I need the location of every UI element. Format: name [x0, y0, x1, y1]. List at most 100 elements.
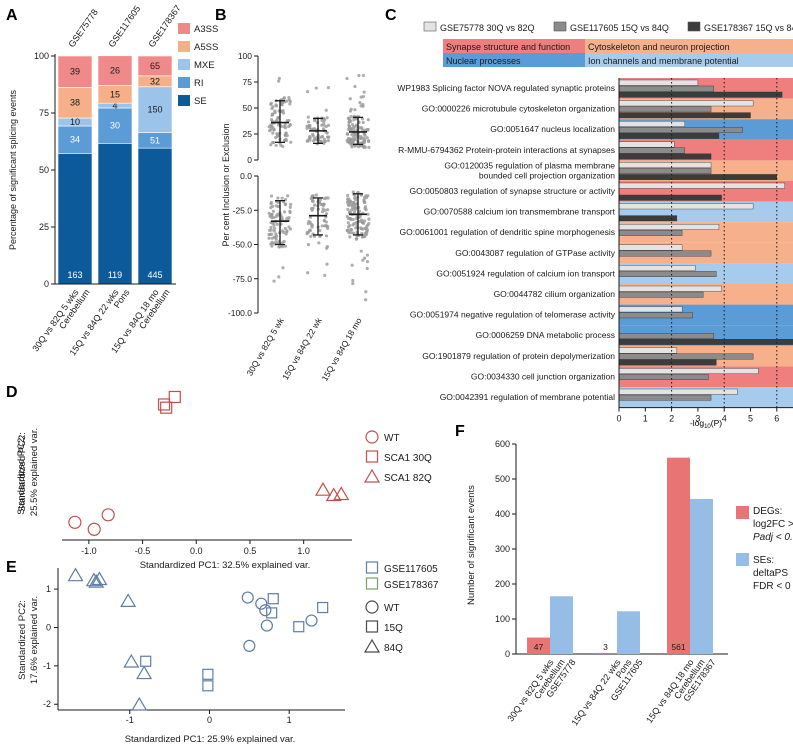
sca1-82q-point [325, 487, 342, 502]
term-bar [618, 106, 712, 113]
y-tick-label: 500 [495, 474, 510, 484]
inclusion-point [356, 145, 361, 149]
inclusion-point [305, 139, 310, 143]
exclusion-point [358, 219, 362, 223]
y-tick-label: -100.0 [228, 308, 252, 318]
term-bar [618, 244, 683, 251]
inclusion-point [363, 128, 367, 132]
bar-segment-a5ss [57, 87, 93, 119]
inclusion-point [366, 127, 370, 132]
term-bar [618, 132, 720, 139]
exclusion-point [364, 298, 368, 302]
term-bar [618, 285, 722, 292]
exclusion-point [275, 222, 279, 226]
y-axis-title: Standardized PC2: [16, 435, 27, 515]
exclusion-point [272, 223, 276, 227]
inclusion-point [325, 131, 329, 135]
inclusion-point [275, 134, 280, 138]
exclusion-point [310, 208, 314, 212]
y-tick-label: 50 [39, 165, 49, 175]
inclusion-point [281, 100, 285, 104]
exclusion-point [282, 230, 286, 235]
exclusion-point [272, 216, 276, 220]
panel-c-label: C [385, 7, 397, 24]
term-bar [618, 374, 709, 380]
legend-swatch [178, 23, 190, 34]
exclusion-point [272, 226, 277, 230]
panel-b-dot-plot: 0 25 50 75 100 0.0 -25.0 -50.0 -75.0 -100.0 Per ce… [221, 51, 371, 383]
x-axis-title-part: (P) [711, 418, 723, 428]
exclusion-point [274, 234, 279, 238]
legend-swatch [178, 77, 190, 88]
exclusion-point [310, 223, 314, 227]
wt-point [243, 639, 256, 653]
exclusion-point [354, 237, 359, 241]
panel-e-label: E [6, 559, 17, 576]
wt-point [305, 614, 318, 627]
category-legend-label: Cytoskeleton and neuron projection [588, 42, 730, 52]
sca1-30q-point [157, 398, 171, 411]
x-axis-title-part: -log [690, 418, 704, 428]
inclusion-point [358, 101, 362, 105]
legend-swatch [687, 21, 701, 32]
wt-point [241, 591, 254, 604]
term-bar [618, 394, 712, 401]
term-bar [618, 333, 714, 339]
inclusion-point [267, 125, 271, 129]
data-label: 10 [70, 117, 80, 127]
inclusion-point [367, 145, 371, 149]
legend-label: RI [194, 78, 204, 89]
bar-segment-se [97, 143, 133, 285]
y-tick-label: 25 [39, 222, 49, 232]
exclusion-point [351, 190, 355, 194]
exclusion-point [353, 194, 357, 198]
legend-label: WT [384, 433, 400, 444]
ses-bar [690, 498, 713, 654]
legend-label: WT [384, 603, 400, 614]
inclusion-point [345, 76, 349, 81]
exclusion-point [323, 273, 327, 278]
exclusion-point [313, 203, 317, 207]
inclusion-point [362, 138, 366, 143]
inclusion-point [269, 101, 273, 105]
legend-label: GSE117605 15Q vs 84Q [570, 23, 669, 33]
exclusion-point [311, 199, 315, 203]
exclusion-point [326, 226, 330, 230]
q15-point [317, 601, 329, 614]
inclusion-point [274, 143, 278, 148]
inclusion-point [274, 104, 278, 108]
legend-label: deltaPS [753, 568, 788, 579]
inclusion-point [353, 137, 357, 141]
term-bar [618, 388, 738, 395]
legend-label: GSE75778 30Q vs 82Q [440, 23, 535, 33]
exclusion-point [364, 227, 368, 231]
degs-value-label: 47 [534, 642, 544, 652]
legend-label: SE [194, 96, 207, 107]
exclusion-point [306, 271, 310, 275]
y-tick-label: 600 [495, 439, 510, 449]
exclusion-point [326, 196, 330, 200]
wt-point [101, 508, 115, 522]
exclusion-point [268, 214, 272, 218]
term-label: GO:0006259 DNA metabolic process [476, 330, 615, 340]
legend-degs-swatch [736, 506, 749, 519]
exclusion-point [288, 205, 292, 209]
inclusion-point [327, 135, 331, 139]
category-legend-label: Nuclear processes [446, 56, 521, 66]
panel-c-enrichment-bars: GSE75778 30Q vs 82Q GSE117605 15Q vs 84Q G… [397, 21, 793, 430]
exclusion-point [283, 244, 288, 248]
category-label: 15Q vs 84Q 22 wk [280, 315, 324, 381]
term-bar [618, 291, 704, 298]
exclusion-point [367, 222, 371, 226]
y-tick-label: 50 [243, 103, 253, 113]
exclusion-point [363, 256, 367, 260]
y-tick-label: 400 [495, 509, 510, 519]
bar-segment-a3ss [57, 55, 93, 88]
data-label: 32 [150, 76, 160, 86]
exclusion-point [283, 202, 288, 206]
exclusion-point [306, 242, 311, 247]
exclusion-point [351, 231, 356, 235]
inclusion-point [348, 97, 352, 101]
panel-f-bar-chart: 0 100 200 300 400 500 600 Number of significant… [466, 439, 793, 727]
